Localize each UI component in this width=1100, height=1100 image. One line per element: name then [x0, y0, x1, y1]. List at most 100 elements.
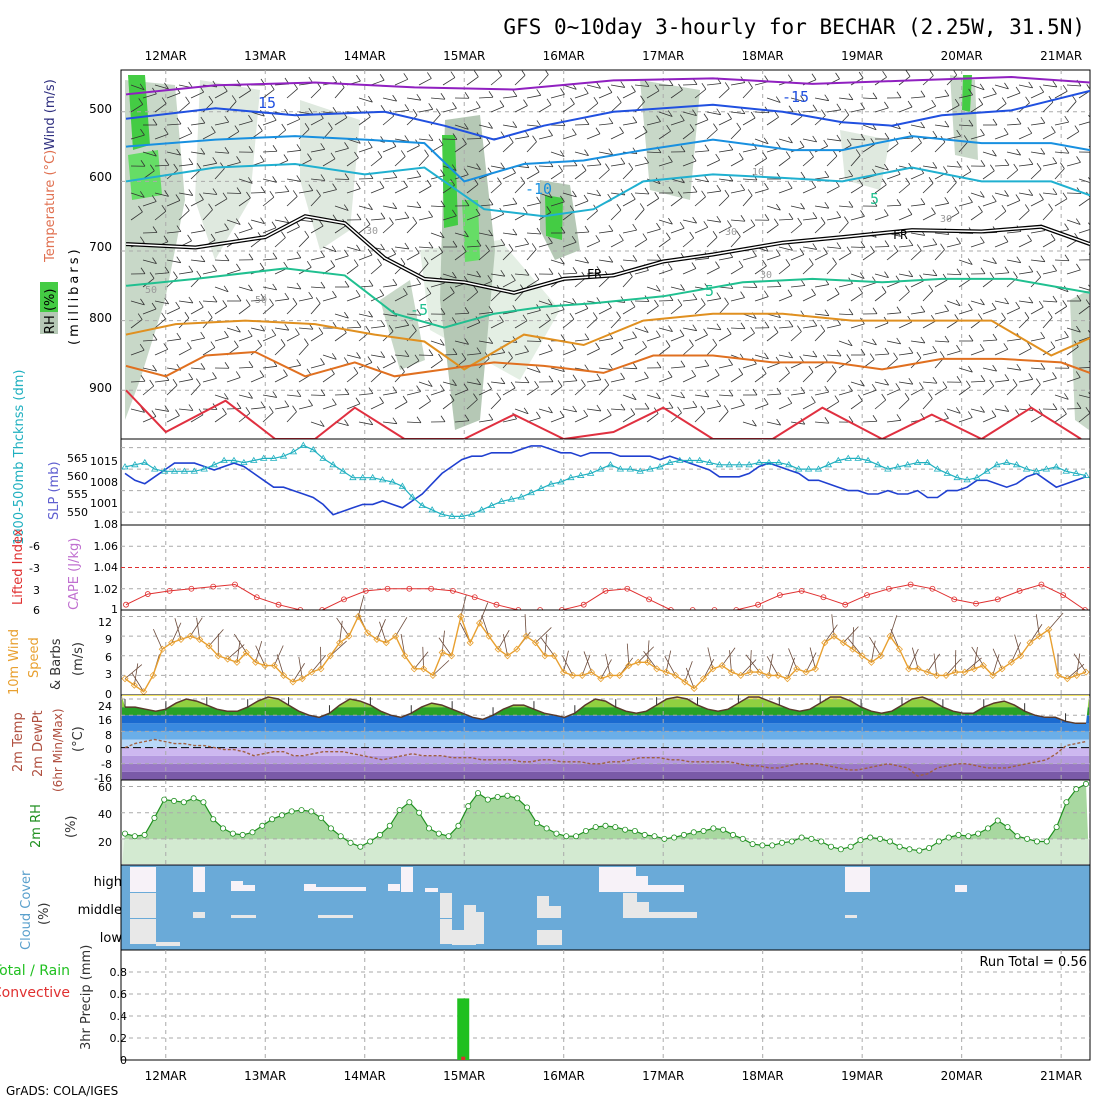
wind-barb [490, 183, 502, 194]
wind-barb [430, 390, 445, 396]
surface-barb [927, 653, 941, 673]
wind-barb [706, 344, 718, 356]
thickness-point [745, 461, 753, 468]
wind-barb-flag [523, 407, 529, 415]
wind-barb [1066, 327, 1081, 333]
wind-barb-flag [318, 327, 324, 334]
wind-barb-flag [654, 84, 660, 92]
wind-barb-flag [704, 175, 710, 183]
wind-barb-flag [404, 211, 410, 219]
slp-tick: 1001 [90, 497, 118, 510]
lifted-point [973, 600, 979, 607]
wind-barb-flag [500, 162, 506, 169]
wind-barb-flag [1027, 127, 1033, 134]
wind-barb-flag [800, 279, 806, 286]
rh-point [347, 839, 354, 846]
wind-barb [778, 187, 793, 194]
surface-barb [1076, 653, 1081, 676]
rh-point [847, 843, 854, 850]
wind-barb-flag [487, 382, 492, 390]
wind-barb-flag [787, 397, 793, 404]
ylabel-convective: Convective [0, 985, 70, 1001]
wind-barb [262, 258, 277, 261]
surface-barb [196, 617, 201, 640]
wind-speed-point [867, 658, 875, 666]
wind-barb [742, 117, 756, 126]
thickness-point [438, 510, 446, 517]
wind-barb [958, 141, 969, 153]
wind-barb [166, 415, 180, 423]
surface-barb [376, 619, 386, 640]
date-label-bottom: 15MAR [443, 1069, 485, 1083]
rh-point [808, 835, 815, 842]
wind-barb [142, 151, 157, 157]
wind-barb [526, 386, 539, 396]
wind-barb-flag [259, 370, 265, 377]
wind-barb [874, 165, 889, 171]
wind-barb [586, 240, 600, 248]
slp-tick: 1015 [90, 455, 118, 468]
wind-barb [946, 350, 961, 356]
wind-barb [178, 102, 190, 113]
wind-barb-flag [284, 216, 290, 223]
wind-barb [946, 182, 957, 194]
rh-point [779, 839, 786, 846]
wind-barb-flag [1064, 223, 1069, 230]
wind-barb [490, 290, 502, 302]
wind-barb-flag [464, 199, 470, 206]
wind-barb [646, 394, 661, 400]
date-label-top: 16MAR [543, 49, 585, 63]
wind-barb [142, 308, 157, 315]
wind-barb-flag [296, 251, 302, 259]
wind-barb [406, 114, 418, 126]
wind-barb [946, 273, 962, 276]
thickness-point [240, 458, 248, 466]
surface-barb [869, 636, 882, 656]
rh-point [278, 812, 285, 819]
wind-speed-point [392, 632, 400, 640]
wind-barb-flag [296, 282, 302, 290]
contour-label: 30 [725, 227, 737, 238]
wind-barb [694, 257, 709, 261]
wind-barb-flag [940, 243, 945, 250]
wind-barb-flag [883, 209, 889, 216]
wind-barb-flag [788, 105, 794, 112]
wind-barb [994, 318, 1006, 329]
ylabel-thickness: 1000-500mb Thcknss (dm) [12, 370, 27, 545]
wind-barb-flag [655, 285, 661, 292]
wind-barb-flag [1028, 158, 1034, 165]
wind-barb [934, 202, 949, 207]
wind-barb-flag [534, 273, 540, 280]
wind-barb-flag [989, 164, 995, 171]
wind-barb [1078, 336, 1090, 342]
thickness-point [339, 467, 347, 474]
wind-barb [454, 312, 470, 315]
wind-barb-flag [800, 417, 806, 425]
thickness-point [874, 461, 882, 468]
rh-shading [125, 75, 1089, 430]
wind-barb [898, 381, 913, 385]
wind-barb-flag [163, 343, 169, 350]
wind-barb [634, 192, 649, 195]
wind-barb-flag [547, 299, 553, 306]
wind-barb [670, 394, 685, 399]
wind-barb [238, 286, 253, 292]
wind-barb-flag [1028, 81, 1034, 89]
slp-line [124, 445, 1087, 516]
wind-barb-flag [884, 101, 889, 109]
wind-barb-flag [712, 231, 718, 238]
wind-barb [910, 172, 924, 180]
wind-barb-flag [727, 112, 732, 120]
wind-barb-flag [511, 274, 516, 281]
surface-barb [1014, 634, 1022, 656]
wind-barb [970, 211, 983, 221]
wind-barb [610, 240, 624, 248]
wind-barb-flag [164, 159, 170, 166]
wind-barb-flag [836, 103, 842, 111]
contour-label: 30 [940, 214, 952, 225]
wind-barb-flag [907, 208, 913, 215]
wind-barb [730, 266, 744, 275]
wind-barb [238, 305, 251, 315]
wind-barb [706, 219, 721, 223]
lifted-point [341, 596, 347, 603]
